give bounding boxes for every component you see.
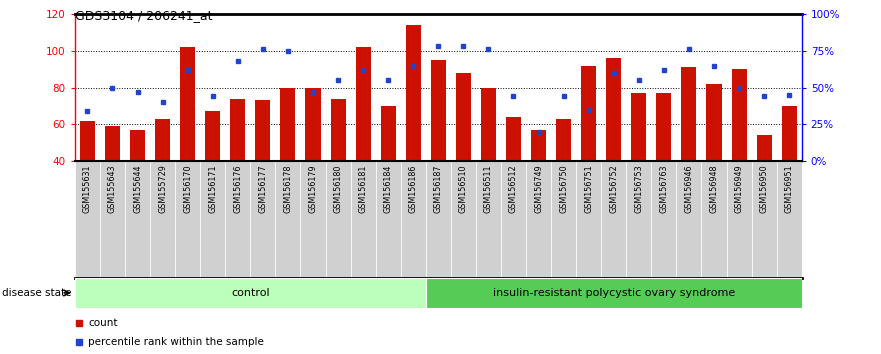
Text: GDS3104 / 206241_at: GDS3104 / 206241_at [75,9,212,22]
Bar [75,278,426,308]
Text: control: control [231,288,270,298]
Text: GSM156512: GSM156512 [509,165,518,213]
Text: GSM155644: GSM155644 [133,165,142,213]
Bar [476,161,501,278]
Text: GSM155643: GSM155643 [108,165,117,213]
Text: GSM156752: GSM156752 [610,165,618,213]
Bar [727,161,751,278]
Bar [632,93,647,161]
Text: GSM156763: GSM156763 [659,165,669,213]
Bar [381,106,396,161]
Text: percentile rank within the sample: percentile rank within the sample [88,337,264,347]
Bar [651,161,677,278]
Bar [306,88,321,161]
Bar [155,119,170,161]
Bar [576,161,601,278]
Text: GSM156510: GSM156510 [459,165,468,213]
Text: GSM156751: GSM156751 [584,165,593,213]
Text: GSM156951: GSM156951 [785,165,794,213]
Text: GSM156176: GSM156176 [233,165,242,213]
Bar [255,101,270,161]
Text: GSM156180: GSM156180 [334,165,343,213]
Bar [701,161,727,278]
Text: GSM156950: GSM156950 [759,165,768,213]
Bar [601,161,626,278]
Bar [351,161,375,278]
Text: GSM156177: GSM156177 [258,165,267,213]
Bar [375,161,401,278]
Bar [276,161,300,278]
Text: GSM155631: GSM155631 [83,165,92,213]
Text: GSM156179: GSM156179 [308,165,317,213]
Text: GSM156750: GSM156750 [559,165,568,213]
Bar [777,161,802,278]
Bar [781,106,796,161]
Bar [105,126,120,161]
Bar [230,99,245,161]
Bar [130,130,145,161]
Bar [501,161,526,278]
Bar [757,135,772,161]
Bar [330,99,345,161]
Bar [656,93,671,161]
Text: GSM156187: GSM156187 [433,165,443,213]
Text: GSM156171: GSM156171 [208,165,218,213]
Text: count: count [88,318,117,329]
Bar [406,25,421,161]
Text: GSM156753: GSM156753 [634,165,643,213]
Text: GSM156184: GSM156184 [383,165,393,213]
Bar [431,60,446,161]
Bar [606,58,621,161]
Bar [677,161,701,278]
Bar [581,65,596,161]
Bar [556,119,571,161]
Bar [426,278,802,308]
Bar [526,161,552,278]
Bar [180,47,196,161]
Text: GSM156178: GSM156178 [284,165,292,213]
Bar [80,121,95,161]
Bar [205,112,220,161]
Text: insulin-resistant polycystic ovary syndrome: insulin-resistant polycystic ovary syndr… [492,288,735,298]
Bar [100,161,125,278]
Bar [280,88,295,161]
Bar [175,161,200,278]
Bar [401,161,426,278]
Bar [681,67,697,161]
Bar [506,117,521,161]
Text: GSM156946: GSM156946 [685,165,693,213]
Bar [325,161,351,278]
Bar [451,161,476,278]
Bar [751,161,777,278]
Text: GSM156511: GSM156511 [484,165,493,213]
Bar [455,73,470,161]
Bar [200,161,226,278]
Bar [300,161,325,278]
Bar [731,69,746,161]
Bar [75,161,100,278]
Bar [626,161,651,278]
Text: GSM155729: GSM155729 [158,165,167,213]
Text: GSM156186: GSM156186 [409,165,418,213]
Text: disease state: disease state [2,288,71,298]
Bar [552,161,576,278]
Text: GSM156181: GSM156181 [359,165,367,213]
Bar [707,84,722,161]
Text: GSM156749: GSM156749 [534,165,543,213]
Bar [426,161,451,278]
Bar [150,161,175,278]
Bar [250,161,276,278]
Bar [125,161,150,278]
Bar [226,161,250,278]
Text: GSM156949: GSM156949 [735,165,744,213]
Bar [356,47,371,161]
Text: GSM156170: GSM156170 [183,165,192,213]
Text: GSM156948: GSM156948 [709,165,719,213]
Bar [481,88,496,161]
Bar [531,130,546,161]
